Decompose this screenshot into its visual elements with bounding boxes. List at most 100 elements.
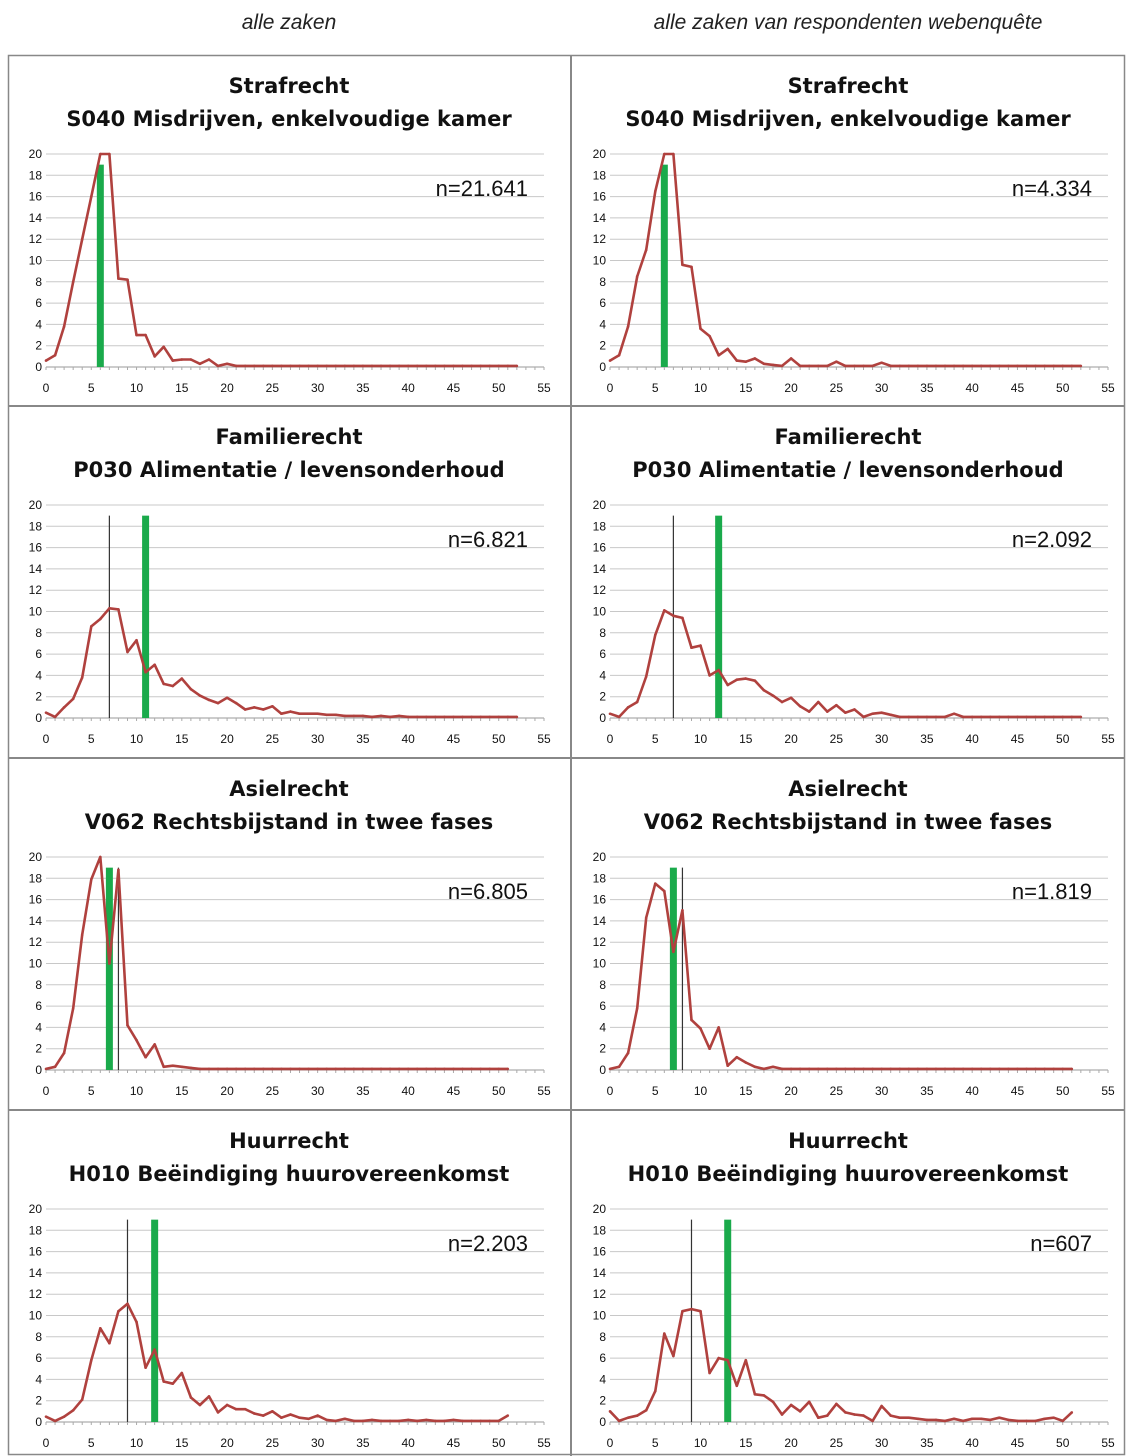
series-line: [609, 1307, 1073, 1423]
data-point: [835, 1402, 838, 1406]
data-point: [189, 687, 193, 691]
data-point: [198, 362, 202, 366]
data-point: [515, 364, 519, 368]
data-point: [144, 1366, 147, 1369]
data-point: [1061, 1419, 1065, 1423]
data-point: [153, 355, 156, 358]
data-point: [479, 1067, 482, 1071]
y-tick-label: 18: [29, 1223, 43, 1237]
data-point: [262, 1067, 265, 1071]
data-point: [406, 1067, 410, 1071]
chart-subtitle: S040 Misdrijven, enkelvoudige kamer: [625, 107, 1071, 131]
x-tick-label: 15: [175, 732, 189, 746]
chart-subtitle: P030 Alimentatie / levensonderhoud: [73, 458, 504, 482]
y-tick-label: 6: [35, 999, 42, 1013]
data-point: [635, 275, 639, 278]
x-tick-label: 35: [356, 381, 370, 395]
data-point: [44, 711, 48, 714]
x-tick-label: 30: [875, 732, 889, 746]
data-point: [343, 364, 347, 368]
data-point: [979, 1067, 983, 1071]
data-point: [907, 715, 911, 719]
x-tick-label: 40: [966, 1436, 980, 1450]
y-tick-label: 2: [35, 339, 42, 353]
data-point: [406, 1418, 410, 1422]
data-point: [970, 1417, 974, 1421]
data-point: [180, 1371, 184, 1375]
data-point: [171, 684, 175, 688]
y-tick-label: 10: [593, 254, 607, 268]
data-point: [1043, 1417, 1046, 1421]
green-marker-bar: [669, 867, 677, 1070]
data-point: [488, 364, 491, 368]
data-point: [1079, 364, 1083, 368]
data-point: [826, 1067, 829, 1071]
x-tick-label: 20: [784, 381, 798, 395]
data-point: [479, 364, 482, 368]
data-point: [1034, 1419, 1037, 1423]
x-tick-label: 0: [43, 381, 50, 395]
data-point: [726, 683, 730, 687]
data-point: [916, 364, 920, 368]
data-point: [889, 713, 892, 717]
data-point: [1070, 1067, 1074, 1071]
data-point: [126, 650, 129, 654]
x-tick-label: 45: [1011, 1436, 1025, 1450]
data-point: [452, 1067, 455, 1071]
data-point: [234, 1067, 238, 1071]
data-point: [280, 712, 283, 716]
y-tick-label: 16: [593, 893, 607, 907]
data-point: [53, 715, 57, 719]
data-point: [225, 362, 229, 366]
y-tick-label: 12: [593, 232, 607, 246]
y-tick-label: 14: [593, 914, 607, 928]
data-point: [1025, 1067, 1028, 1071]
data-point: [207, 1395, 211, 1398]
data-point: [388, 1067, 392, 1071]
x-tick-label: 5: [652, 1084, 659, 1098]
data-point: [44, 1067, 48, 1071]
data-point: [470, 715, 473, 719]
column-header-right: alle zaken van respondenten webenquête: [653, 11, 1043, 34]
data-point: [943, 715, 947, 719]
y-tick-label: 8: [35, 626, 42, 640]
data-point: [243, 708, 247, 711]
x-tick-label: 0: [607, 1084, 614, 1098]
data-point: [1061, 1067, 1065, 1071]
y-tick-label: 12: [29, 935, 43, 949]
data-point: [708, 674, 711, 677]
data-point: [452, 364, 455, 368]
data-point: [726, 1064, 730, 1068]
data-point: [952, 364, 956, 368]
x-tick-label: 45: [447, 1084, 461, 1098]
data-point: [807, 1067, 811, 1071]
data-point: [988, 1067, 992, 1071]
x-tick-label: 10: [130, 1084, 144, 1098]
data-point: [443, 1419, 446, 1423]
outer-border: [7, 54, 1126, 1456]
chart-panel: Huurrecht H010 Beëindiging huurovereenkom…: [29, 1129, 551, 1450]
data-point: [853, 708, 856, 711]
data-point: [907, 364, 911, 368]
data-point: [871, 1067, 874, 1071]
data-point: [252, 1067, 256, 1071]
data-point: [735, 1055, 739, 1059]
x-tick-label: 45: [1011, 1084, 1025, 1098]
x-tick-label: 5: [88, 1084, 95, 1098]
data-point: [334, 1419, 338, 1423]
data-point: [1016, 1067, 1019, 1071]
data-point: [316, 364, 319, 368]
y-tick-label: 0: [599, 1063, 606, 1077]
y-tick-label: 16: [593, 541, 607, 555]
data-point: [198, 694, 202, 697]
data-point: [126, 1302, 129, 1306]
y-tick-label: 4: [599, 1372, 606, 1386]
data-point: [780, 1067, 784, 1071]
data-point: [988, 364, 992, 368]
data-point: [216, 364, 220, 368]
data-point: [1061, 364, 1065, 368]
y-tick-label: 4: [35, 668, 42, 682]
data-point: [771, 1065, 775, 1069]
x-tick-label: 20: [784, 1436, 798, 1450]
data-point: [816, 1067, 820, 1071]
